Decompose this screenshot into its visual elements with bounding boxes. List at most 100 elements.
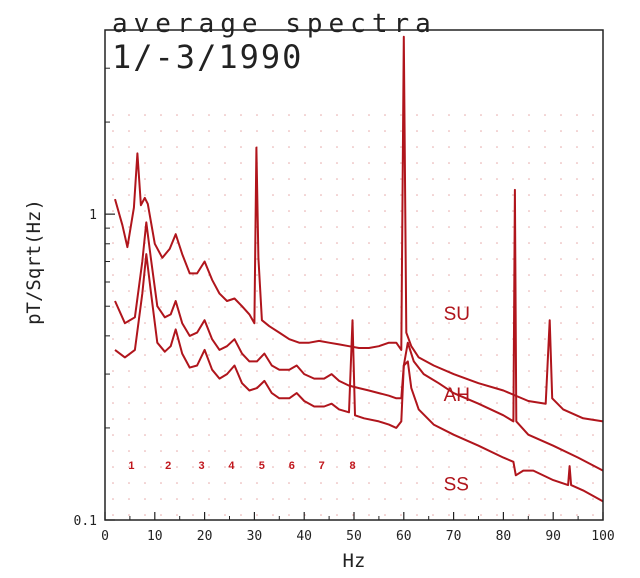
grid-dot bbox=[256, 466, 258, 468]
grid-dot bbox=[512, 130, 514, 132]
grid-dot bbox=[496, 498, 498, 500]
grid-dot bbox=[432, 402, 434, 404]
grid-dot bbox=[528, 290, 530, 292]
grid-dot bbox=[496, 162, 498, 164]
grid-dot bbox=[256, 130, 258, 132]
peak-label: 1 bbox=[128, 460, 134, 472]
grid-dot bbox=[352, 258, 354, 260]
grid-dot bbox=[560, 146, 562, 148]
grid-dot bbox=[352, 434, 354, 436]
grid-dot bbox=[576, 290, 578, 292]
x-tick-label: 10 bbox=[147, 529, 163, 544]
grid-dot bbox=[480, 194, 482, 196]
grid-dot bbox=[544, 258, 546, 260]
grid-dot bbox=[432, 226, 434, 228]
grid-dot bbox=[352, 498, 354, 500]
grid-dot bbox=[576, 434, 578, 436]
grid-dot bbox=[560, 178, 562, 180]
grid-dot bbox=[128, 482, 130, 484]
grid-dot bbox=[432, 306, 434, 308]
grid-dot bbox=[192, 386, 194, 388]
grid-dot bbox=[480, 242, 482, 244]
grid-dot bbox=[128, 162, 130, 164]
grid-dot bbox=[160, 498, 162, 500]
grid-dot bbox=[512, 242, 514, 244]
grid-dot bbox=[528, 114, 530, 116]
peak-labels: 1 2 3 4 5 6 7 8 bbox=[128, 460, 355, 472]
grid-dot bbox=[432, 242, 434, 244]
grid-dot bbox=[432, 322, 434, 324]
grid-dot bbox=[144, 370, 146, 372]
grid-dot bbox=[528, 178, 530, 180]
grid-dot bbox=[592, 482, 594, 484]
grid-dot bbox=[416, 194, 418, 196]
grid-dot bbox=[160, 466, 162, 468]
grid-dot bbox=[576, 482, 578, 484]
grid-dot bbox=[432, 370, 434, 372]
grid-dot bbox=[384, 194, 386, 196]
grid-dot bbox=[384, 466, 386, 468]
grid-dot bbox=[336, 226, 338, 228]
grid-dot bbox=[528, 130, 530, 132]
grid-dot bbox=[448, 450, 450, 452]
grid-dot bbox=[432, 450, 434, 452]
grid-dot bbox=[304, 242, 306, 244]
grid-dot bbox=[144, 338, 146, 340]
grid-dot bbox=[384, 402, 386, 404]
grid-dot bbox=[496, 434, 498, 436]
grid-dot bbox=[128, 114, 130, 116]
grid-dot bbox=[192, 450, 194, 452]
grid-dot bbox=[512, 162, 514, 164]
grid-dot bbox=[576, 498, 578, 500]
grid-dot bbox=[576, 370, 578, 372]
grid-dot bbox=[528, 450, 530, 452]
grid-dot bbox=[288, 402, 290, 404]
grid-dot bbox=[144, 482, 146, 484]
grid-dot bbox=[544, 178, 546, 180]
grid-dot bbox=[240, 274, 242, 276]
grid-dot bbox=[176, 178, 178, 180]
grid-dot bbox=[160, 242, 162, 244]
grid-dot bbox=[320, 482, 322, 484]
grid-dot bbox=[512, 434, 514, 436]
grid-dot bbox=[464, 450, 466, 452]
grid-dot bbox=[464, 338, 466, 340]
grid-dot bbox=[336, 162, 338, 164]
grid-dot bbox=[224, 242, 226, 244]
grid-dot bbox=[112, 322, 114, 324]
grid-dot bbox=[176, 450, 178, 452]
grid-dot bbox=[224, 210, 226, 212]
grid-dot bbox=[544, 514, 546, 516]
series-label-su: SU bbox=[444, 304, 470, 325]
grid-dot bbox=[384, 418, 386, 420]
grid-dot bbox=[496, 370, 498, 372]
grid-dot bbox=[576, 274, 578, 276]
x-tick-label: 20 bbox=[197, 529, 213, 544]
grid-dot bbox=[240, 434, 242, 436]
grid-dot bbox=[272, 114, 274, 116]
grid-dot bbox=[448, 402, 450, 404]
grid-dot bbox=[112, 402, 114, 404]
grid-dot bbox=[512, 226, 514, 228]
grid-dot bbox=[432, 146, 434, 148]
grid-dot bbox=[272, 338, 274, 340]
grid-dot bbox=[544, 242, 546, 244]
grid-dot bbox=[224, 130, 226, 132]
grid-dot bbox=[128, 290, 130, 292]
grid-dot bbox=[352, 226, 354, 228]
grid-dot bbox=[464, 162, 466, 164]
grid-dot bbox=[544, 114, 546, 116]
grid-dot bbox=[496, 322, 498, 324]
grid-dot bbox=[144, 354, 146, 356]
grid-dot bbox=[512, 146, 514, 148]
grid-dot bbox=[512, 114, 514, 116]
grid-dot bbox=[176, 466, 178, 468]
grid-dot bbox=[320, 498, 322, 500]
grid-dot bbox=[352, 482, 354, 484]
grid-dot bbox=[320, 146, 322, 148]
grid-dot bbox=[384, 258, 386, 260]
grid-dot bbox=[128, 306, 130, 308]
grid-dot bbox=[528, 370, 530, 372]
grid-dot bbox=[288, 194, 290, 196]
grid-dot bbox=[368, 306, 370, 308]
